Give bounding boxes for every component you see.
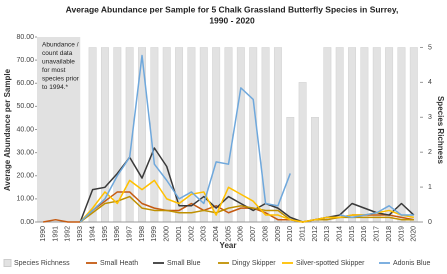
y-tick-label: 10.00 xyxy=(16,196,34,203)
annotation: count data xyxy=(42,50,73,57)
x-tick-label: 2007 xyxy=(250,226,257,242)
y2-axis-title: Species Richness xyxy=(436,96,445,165)
legend-label: Silver-spotted Skipper xyxy=(296,260,365,267)
x-tick-label: 1997 xyxy=(127,226,134,242)
annotation: Abundance / xyxy=(42,42,79,49)
x-tick-label: 2011 xyxy=(299,226,306,241)
x-tick-label: 2008 xyxy=(262,226,269,242)
annotation: unavailable xyxy=(42,59,75,66)
x-tick-label: 2013 xyxy=(324,226,331,242)
bar xyxy=(372,47,381,223)
x-tick-label: 2001 xyxy=(176,226,183,242)
x-tick-label: 2010 xyxy=(287,226,294,242)
x-tick-label: 1993 xyxy=(77,226,84,242)
legend-label: Small Blue xyxy=(167,260,201,267)
annotation: to 1994.* xyxy=(42,84,68,91)
x-tick-label: 2002 xyxy=(188,226,195,242)
y2-tick-label: 1 xyxy=(428,184,432,191)
x-tick-label: 2018 xyxy=(386,226,393,242)
chart-title: 1990 - 2020 xyxy=(209,15,255,25)
x-tick-label: 2012 xyxy=(312,226,319,242)
annotation: species prior xyxy=(42,76,80,83)
y-tick-label: 40.00 xyxy=(16,126,34,133)
bar xyxy=(323,47,332,223)
bar xyxy=(212,47,221,223)
x-tick-label: 2017 xyxy=(374,226,381,242)
y-tick-label: 70.00 xyxy=(16,57,34,64)
x-tick-label: 2000 xyxy=(164,226,171,242)
y2-tick-label: 0 xyxy=(428,219,432,226)
line xyxy=(79,195,414,223)
legend-label: Small Heath xyxy=(100,260,138,267)
y2-tick-label: 4 xyxy=(428,79,432,86)
y2-tick-label: 2 xyxy=(428,149,432,156)
y-tick-label: 0.00 xyxy=(20,219,34,226)
x-tick-label: 1992 xyxy=(65,226,72,242)
legend-label: Species Richness xyxy=(14,260,70,267)
y-tick-label: 20.00 xyxy=(16,173,34,180)
x-tick-label: 1996 xyxy=(114,226,121,242)
x-tick-label: 2019 xyxy=(398,226,405,242)
line xyxy=(79,179,414,223)
legend-swatch xyxy=(3,259,12,267)
bar xyxy=(311,117,319,223)
chart-title: Average Abundance per Sample for 5 Chalk… xyxy=(66,4,399,14)
y-tick-label: 30.00 xyxy=(16,149,34,156)
bar xyxy=(298,82,307,223)
y-axis-title: Average Abundance per Sample xyxy=(3,68,12,191)
x-tick-label: 2016 xyxy=(361,226,368,242)
y-tick-label: 50.00 xyxy=(16,103,34,110)
x-axis-title: Year xyxy=(220,241,237,250)
x-tick-label: 1995 xyxy=(102,226,109,242)
bar xyxy=(113,47,122,223)
x-tick-label: 1994 xyxy=(89,226,96,242)
bar xyxy=(385,47,394,223)
x-tick-label: 1998 xyxy=(139,226,146,242)
x-tick-label: 2006 xyxy=(238,226,245,242)
bar xyxy=(273,47,282,223)
legend-label: Adonis Blue xyxy=(393,260,430,267)
bar xyxy=(335,47,344,223)
x-tick-label: 2004 xyxy=(213,226,220,242)
bar xyxy=(360,47,369,223)
bar xyxy=(397,47,406,223)
y2-tick-label: 3 xyxy=(428,114,432,121)
y-tick-label: 80.00 xyxy=(16,34,34,41)
line xyxy=(79,54,414,223)
legend: Species Richness Small Heath Small Blue Din… xyxy=(3,259,430,267)
x-tick-label: 2003 xyxy=(201,226,208,242)
bar xyxy=(249,47,258,223)
bar xyxy=(348,47,357,223)
bar xyxy=(409,47,418,223)
bar xyxy=(286,117,295,223)
y2-tick-label: 5 xyxy=(428,44,432,51)
x-tick-label: 1991 xyxy=(52,226,59,242)
bar xyxy=(261,47,270,223)
x-tick-label: 2020 xyxy=(411,226,418,242)
x-tick-label: 2015 xyxy=(349,226,356,242)
x-tick-label: 2005 xyxy=(225,226,232,242)
x-tick-label: 1990 xyxy=(40,226,47,242)
x-tick-label: 2009 xyxy=(275,226,282,242)
y-tick-label: 60.00 xyxy=(16,80,34,87)
legend-label: Dingy Skipper xyxy=(232,260,276,267)
no-data-region xyxy=(37,37,81,222)
x-tick-label: 1999 xyxy=(151,226,158,242)
annotation: for most xyxy=(42,67,66,74)
x-tick-label: 2014 xyxy=(337,226,344,242)
